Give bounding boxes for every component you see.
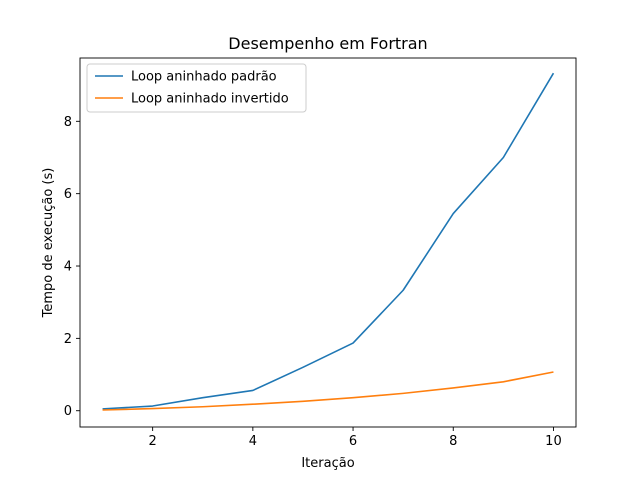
chart-title: Desempenho em Fortran xyxy=(228,34,427,53)
series-line-2 xyxy=(102,371,554,411)
y-tick-label: 8 xyxy=(64,115,72,130)
x-tick-label: 6 xyxy=(349,434,357,449)
x-tick-label: 4 xyxy=(249,434,257,449)
legend-box xyxy=(86,63,307,113)
series-line-1 xyxy=(102,72,555,410)
x-tick-label: 2 xyxy=(149,434,157,449)
plot-area: 2 4 6 8 10 0 2 4 6 8 xyxy=(64,57,577,449)
legend-label-1: Loop aninhado padrão xyxy=(131,70,277,85)
legend: Loop aninhado padrão Loop aninhado invert… xyxy=(86,63,307,113)
y-tick-label: 6 xyxy=(64,187,72,202)
plot-frame xyxy=(79,57,577,428)
x-tick-label: 8 xyxy=(449,434,457,449)
y-tick-label: 0 xyxy=(64,404,72,419)
x-axis-label: Iteração xyxy=(301,456,354,471)
y-tick-label: 4 xyxy=(64,260,72,275)
legend-label-2: Loop aninhado invertido xyxy=(131,92,289,107)
y-axis-label: Tempo de execução (s) xyxy=(41,168,56,319)
x-tick-label: 10 xyxy=(545,434,562,449)
y-tick-label: 2 xyxy=(64,332,72,347)
